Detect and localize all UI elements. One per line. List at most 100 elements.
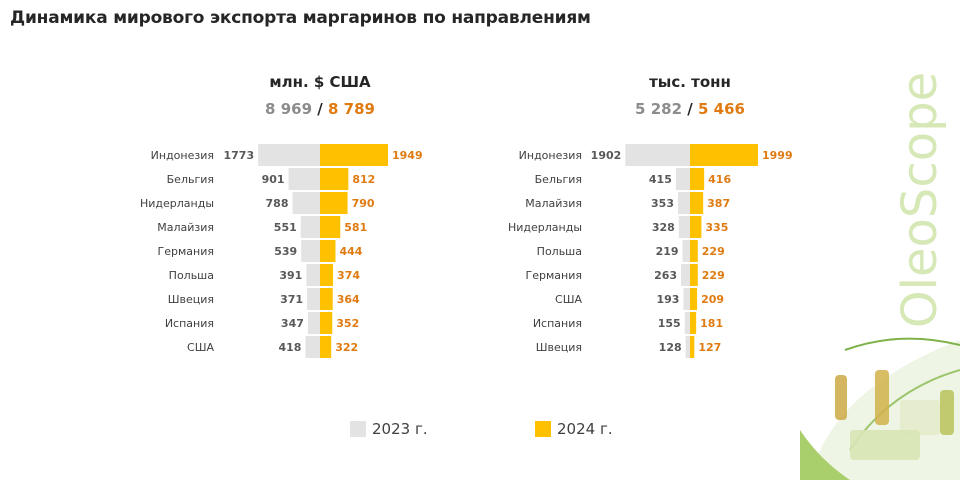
bar-2023: [625, 144, 690, 166]
bar-2024: [320, 240, 336, 262]
value-label-2024: 209: [701, 293, 724, 306]
value-label-2023: 193: [656, 293, 679, 306]
bar-2024: [320, 144, 388, 166]
totals-separator: /: [687, 100, 693, 118]
bar-2024: [690, 312, 697, 334]
value-label-2024: 812: [352, 173, 375, 186]
value-label-2024: 352: [336, 317, 359, 330]
bar-2023: [307, 288, 320, 310]
value-label-2023: 128: [659, 341, 682, 354]
value-label-2023: 328: [652, 221, 675, 234]
legend-swatch-2024: [535, 421, 551, 437]
value-label-2023: 418: [278, 341, 301, 354]
total-2023: 5 282: [635, 100, 683, 118]
value-label-2023: 415: [649, 173, 672, 186]
bar-2023: [258, 144, 320, 166]
category-label: Нидерланды: [508, 221, 582, 234]
value-label-2023: 353: [651, 197, 674, 210]
value-label-2023: 901: [262, 173, 285, 186]
value-label-2023: 539: [274, 245, 297, 258]
category-label: Малайзия: [525, 197, 582, 210]
bar-2023: [301, 240, 320, 262]
value-label-2023: 391: [279, 269, 302, 282]
category-label: Германия: [158, 245, 214, 258]
bar-2024: [690, 192, 704, 214]
value-label-2024: 444: [339, 245, 362, 258]
total-2024: 8 789: [327, 100, 375, 118]
value-label-2024: 581: [344, 221, 367, 234]
bar-2023: [683, 288, 690, 310]
legend-label-2023: 2023 г.: [372, 420, 428, 438]
value-label-2023: 1902: [591, 149, 622, 162]
category-label: Польша: [169, 269, 214, 282]
value-label-2024: 387: [707, 197, 730, 210]
value-label-2023: 155: [658, 317, 681, 330]
panel-header-tonnes: тыс. тонн 5 282 / 5 466: [590, 73, 790, 118]
value-label-2023: 551: [274, 221, 297, 234]
value-label-2024: 1999: [762, 149, 793, 162]
value-label-2024: 364: [337, 293, 360, 306]
value-label-2023: 371: [280, 293, 303, 306]
category-label: Польша: [537, 245, 582, 258]
bar-2023: [300, 216, 320, 238]
bar-2023: [306, 264, 320, 286]
bar-2024: [690, 216, 702, 238]
page-title: Динамика мирового экспорта маргаринов по…: [10, 8, 591, 28]
bar-2024: [320, 336, 332, 358]
value-label-2023: 1773: [224, 149, 255, 162]
category-label: Нидерланды: [140, 197, 214, 210]
value-label-2023: 263: [654, 269, 677, 282]
value-label-2023: 347: [281, 317, 304, 330]
value-label-2024: 790: [352, 197, 375, 210]
category-label: Швеция: [168, 293, 214, 306]
bar-2023: [677, 192, 690, 214]
bar-2023: [307, 312, 320, 334]
totals-separator: /: [317, 100, 323, 118]
panel-totals: 8 969 / 8 789: [220, 100, 420, 118]
category-label: Индонезия: [519, 149, 582, 162]
bar-2024: [320, 312, 333, 334]
bar-2023: [685, 336, 690, 358]
total-2023: 8 969: [265, 100, 313, 118]
category-label: США: [187, 341, 214, 354]
panel-totals: 5 282 / 5 466: [590, 100, 790, 118]
total-2024: 5 466: [697, 100, 745, 118]
category-label: Испания: [165, 317, 214, 330]
bar-2023: [292, 192, 320, 214]
value-label-2024: 181: [700, 317, 723, 330]
legend-item-2024: 2024 г.: [535, 420, 613, 438]
panel-unit: млн. $ США: [269, 73, 371, 91]
value-label-2024: 1949: [392, 149, 423, 162]
category-label: Испания: [533, 317, 582, 330]
bar-2024: [690, 336, 695, 358]
value-label-2024: 229: [702, 245, 725, 258]
bar-2023: [681, 264, 690, 286]
value-label-2024: 229: [702, 269, 725, 282]
bar-2024: [320, 168, 349, 190]
bar-2023: [684, 312, 690, 334]
bar-2024: [320, 264, 334, 286]
category-label: Бельгия: [167, 173, 214, 186]
value-label-2023: 788: [266, 197, 289, 210]
bar-2023: [305, 336, 320, 358]
value-label-2024: 416: [708, 173, 731, 186]
category-label: США: [555, 293, 582, 306]
value-label-2024: 322: [335, 341, 358, 354]
category-label: Бельгия: [535, 173, 582, 186]
bar-2024: [690, 288, 698, 310]
category-label: Малайзия: [157, 221, 214, 234]
brand-watermark: OleoScope: [892, 71, 948, 329]
category-label: Швеция: [536, 341, 582, 354]
panel-header-usd: млн. $ США 8 969 / 8 789: [220, 73, 420, 118]
category-label: Индонезия: [151, 149, 214, 162]
bar-2023: [288, 168, 320, 190]
bar-2024: [320, 192, 348, 214]
bar-2024: [690, 144, 758, 166]
bar-2024: [320, 288, 333, 310]
bar-2024: [690, 168, 705, 190]
bar-2023: [682, 240, 690, 262]
bar-2024: [690, 240, 698, 262]
legend-label-2024: 2024 г.: [557, 420, 613, 438]
bar-2024: [320, 216, 341, 238]
